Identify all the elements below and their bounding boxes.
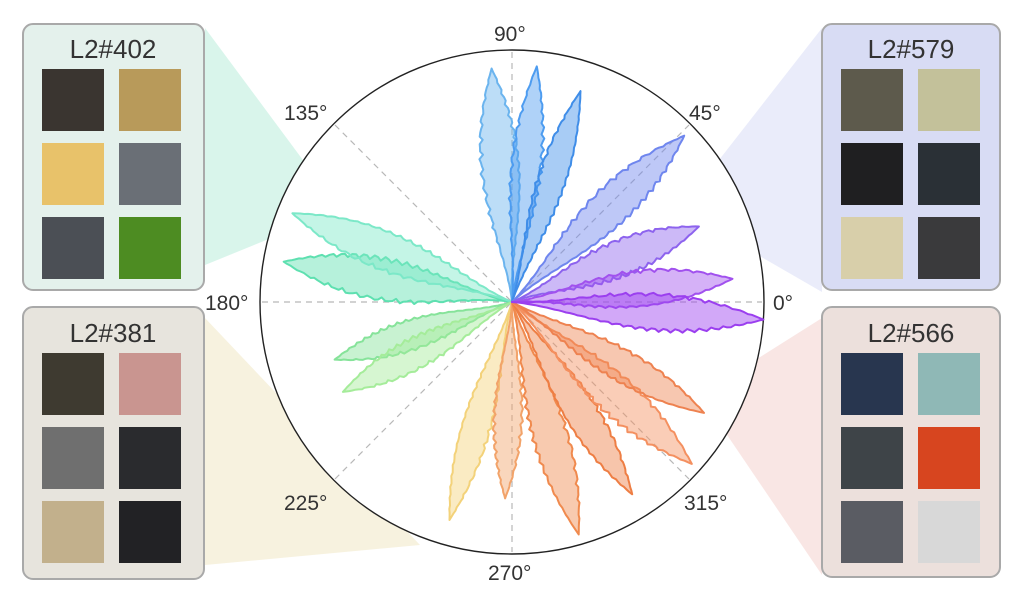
angle-label-225: 225° bbox=[284, 492, 327, 515]
image-patch-tile bbox=[841, 501, 903, 563]
petal-purple-1 bbox=[511, 225, 700, 303]
image-patch-tile bbox=[918, 501, 980, 563]
image-patch-tile bbox=[918, 217, 980, 279]
angle-label-90: 90° bbox=[494, 23, 526, 46]
petal-blue-2 bbox=[507, 65, 546, 303]
petal-green-3 bbox=[333, 301, 513, 362]
image-patch-tile bbox=[918, 143, 980, 205]
image-patch-tile bbox=[841, 143, 903, 205]
angle-label-0: 0° bbox=[773, 292, 793, 315]
image-patch-tile bbox=[841, 427, 903, 489]
image-patch-tile bbox=[42, 353, 104, 415]
petal-green-1 bbox=[282, 252, 513, 305]
panel-title: L2#579 bbox=[868, 34, 955, 64]
petal-green-4 bbox=[341, 301, 513, 393]
petal-orange-4 bbox=[511, 301, 693, 465]
image-patch-tile bbox=[918, 69, 980, 131]
image-patch-tile bbox=[42, 501, 104, 563]
angle-label-135: 135° bbox=[284, 102, 327, 125]
petal-blue-3 bbox=[511, 90, 582, 303]
image-patch-tile bbox=[119, 427, 181, 489]
petal-layer bbox=[282, 65, 765, 536]
image-patch-tile bbox=[42, 143, 104, 205]
image-patch-tile bbox=[119, 353, 181, 415]
image-patch-tile bbox=[841, 217, 903, 279]
polar-plot: 0° 45° 90° 135° 180° 225° 270° 315° bbox=[205, 23, 793, 585]
image-patch-tile bbox=[119, 217, 181, 279]
petal-yellow bbox=[448, 301, 513, 521]
image-patch-tile bbox=[42, 427, 104, 489]
petal-purple-3 bbox=[511, 291, 765, 334]
panel-title: L2#402 bbox=[70, 34, 157, 64]
panel-title: L2#566 bbox=[868, 318, 955, 348]
panel-tiles bbox=[841, 69, 980, 279]
image-patch-tile bbox=[841, 69, 903, 131]
petal-orange-1 bbox=[491, 301, 524, 500]
angle-label-45: 45° bbox=[689, 102, 721, 125]
panel-tiles bbox=[841, 353, 980, 563]
petal-green-2 bbox=[291, 212, 513, 303]
image-patch-tile bbox=[918, 353, 980, 415]
panel-l2-566: L2#566 bbox=[821, 306, 1001, 578]
panel-title: L2#381 bbox=[70, 318, 157, 348]
image-patch-tile bbox=[841, 353, 903, 415]
angle-label-270: 270° bbox=[488, 562, 531, 585]
image-patch-tile bbox=[119, 143, 181, 205]
panel-tiles bbox=[42, 353, 181, 563]
image-patch-tile bbox=[119, 501, 181, 563]
petal-blue-1 bbox=[478, 67, 521, 303]
angle-labels: 0° 45° 90° 135° 180° 225° 270° 315° bbox=[205, 23, 793, 585]
panel-l2-381: L2#381 bbox=[22, 306, 205, 580]
panel-l2-402: L2#402 bbox=[22, 23, 205, 291]
image-patch-tile bbox=[918, 427, 980, 489]
image-patch-tile bbox=[42, 69, 104, 131]
panel-l2-579: L2#579 bbox=[821, 23, 1001, 291]
panel-tiles bbox=[42, 69, 181, 279]
petal-orange-5 bbox=[511, 301, 705, 414]
image-patch-tile bbox=[119, 69, 181, 131]
angle-label-315: 315° bbox=[684, 492, 727, 515]
image-patch-tile bbox=[42, 217, 104, 279]
petal-blue-4 bbox=[511, 134, 686, 303]
angle-label-180: 180° bbox=[205, 292, 248, 315]
